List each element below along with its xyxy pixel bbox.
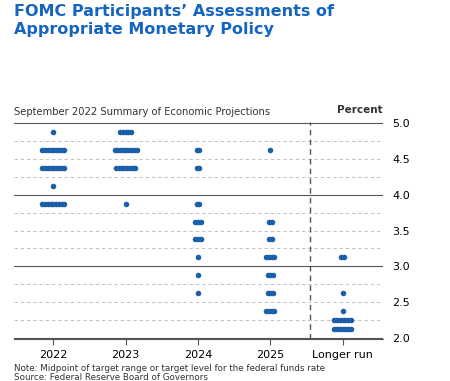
Text: Note: Midpoint of target range or target level for the federal funds rate: Note: Midpoint of target range or target… — [14, 364, 324, 373]
Text: FOMC Participants’ Assessments of
Appropriate Monetary Policy: FOMC Participants’ Assessments of Approp… — [14, 4, 333, 37]
Text: September 2022 Summary of Economic Projections: September 2022 Summary of Economic Proje… — [14, 107, 270, 117]
Text: Percent: Percent — [337, 106, 382, 115]
Text: Source: Federal Reserve Board of Governors: Source: Federal Reserve Board of Governo… — [14, 373, 207, 381]
